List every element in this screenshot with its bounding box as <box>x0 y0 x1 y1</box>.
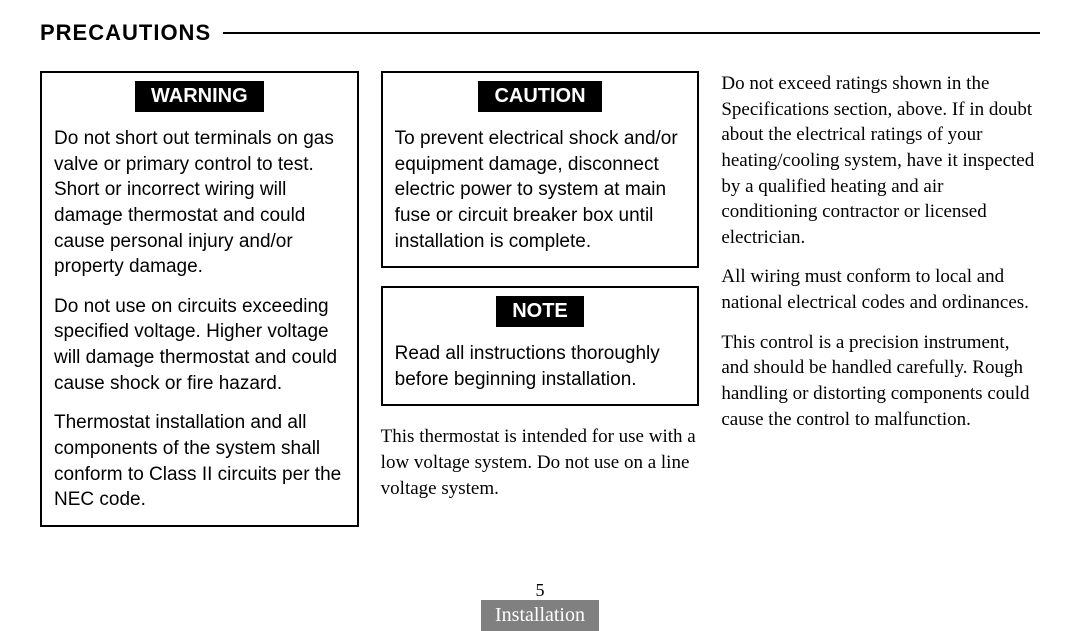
caution-label: CAUTION <box>478 81 601 112</box>
warning-paragraph-2: Do not use on circuits exceeding specifi… <box>54 294 345 397</box>
section-rule <box>223 32 1040 34</box>
section-tab: Installation <box>481 600 599 631</box>
caution-box: CAUTION To prevent electrical shock and/… <box>381 71 700 268</box>
content-columns: WARNING Do not short out terminals on ga… <box>40 71 1040 545</box>
column-1: WARNING Do not short out terminals on ga… <box>40 71 359 545</box>
warning-label: WARNING <box>135 81 264 112</box>
column-2: CAUTION To prevent electrical shock and/… <box>381 71 700 545</box>
caution-paragraph-1: To prevent electrical shock and/or equip… <box>395 126 686 254</box>
note-paragraph-1: Read all instructions thoroughly before … <box>395 341 686 392</box>
col3-paragraph-2: All wiring must conform to local and nat… <box>721 264 1040 315</box>
warning-paragraph-3: Thermostat installation and all componen… <box>54 410 345 513</box>
page-number: 5 <box>0 580 1080 601</box>
col3-paragraph-1: Do not exceed ratings shown in the Speci… <box>721 71 1040 250</box>
col3-paragraph-3: This control is a precision instru­ment,… <box>721 330 1040 433</box>
note-label: NOTE <box>496 296 584 327</box>
section-title: PRECAUTIONS <box>40 20 223 46</box>
note-box: NOTE Read all instructions thoroughly be… <box>381 286 700 406</box>
column-3-text: Do not exceed ratings shown in the Speci… <box>721 71 1040 432</box>
warning-box: WARNING Do not short out terminals on ga… <box>40 71 359 527</box>
warning-paragraph-1: Do not short out terminals on gas valve … <box>54 126 345 280</box>
column-3: Do not exceed ratings shown in the Speci… <box>721 71 1040 545</box>
section-header: PRECAUTIONS <box>40 20 1040 46</box>
column-2-text: This thermostat is intended for use with… <box>381 424 700 501</box>
col2-paragraph-1: This thermostat is intended for use with… <box>381 424 700 501</box>
